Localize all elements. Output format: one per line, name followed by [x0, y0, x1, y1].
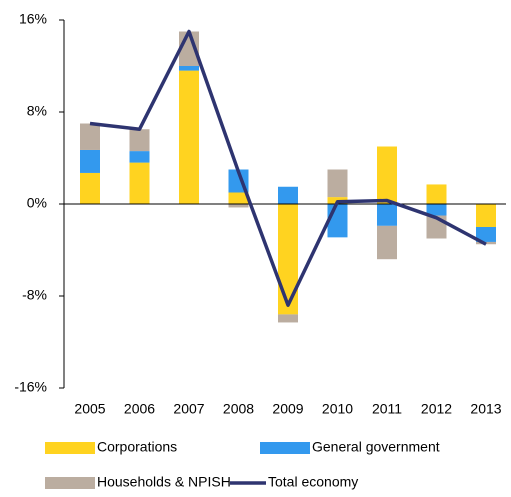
legend-label: Total economy [268, 474, 358, 490]
x-tick-label: 2011 [372, 401, 402, 417]
bar [228, 192, 249, 204]
y-tick-label: 8% [27, 103, 47, 119]
y-tick-label: 16% [19, 11, 47, 27]
bar [426, 184, 447, 204]
legend-label: Households & NPISH [97, 474, 231, 490]
x-tick-label: 2009 [272, 401, 303, 417]
line [89, 29, 487, 307]
bar [476, 204, 496, 227]
legend-swatch [260, 442, 310, 454]
bar [377, 225, 397, 260]
bar [327, 169, 348, 198]
bar [327, 204, 348, 238]
bar [80, 149, 100, 173]
x-tick-label: 2012 [421, 401, 452, 417]
bar [179, 66, 199, 71]
y-tick-label: 0% [27, 195, 47, 211]
bar [129, 162, 150, 204]
x-tick-label: 2007 [173, 401, 204, 417]
legend-label: Corporations [97, 439, 177, 455]
legend-swatch [45, 442, 95, 454]
bar [476, 227, 496, 242]
x-tick-label: 2010 [322, 401, 353, 417]
bar [377, 146, 397, 204]
bar [377, 204, 397, 226]
x-tick-label: 2013 [470, 401, 501, 417]
legend-label: General government [312, 439, 440, 455]
bar [278, 186, 298, 204]
bar [228, 204, 249, 208]
x-tick-label: 2005 [74, 401, 105, 417]
y-tick-label: -16% [14, 379, 47, 395]
x-tick-label: 2006 [124, 401, 155, 417]
legend-swatch [45, 477, 95, 489]
bar [129, 151, 150, 163]
bar [278, 314, 298, 323]
x-tick-label: 2008 [223, 401, 254, 417]
bar [426, 204, 447, 216]
bar [278, 204, 298, 315]
bar [80, 172, 100, 204]
bar [179, 70, 199, 204]
y-tick-label: -8% [22, 287, 47, 303]
bar [80, 123, 100, 150]
bar [129, 129, 150, 152]
